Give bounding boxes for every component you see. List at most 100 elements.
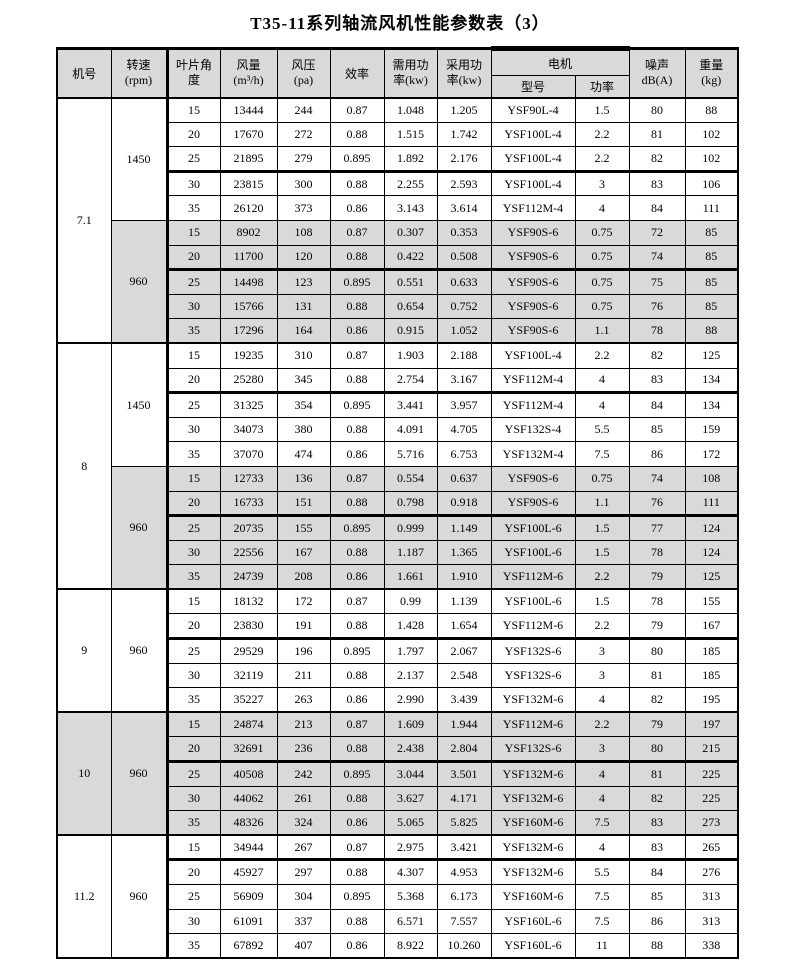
header-required-power-line1: 需用功 xyxy=(392,58,429,73)
cell-noise: 78 xyxy=(628,588,686,615)
cell-airflow: 32691 xyxy=(219,736,278,764)
cell-motor-power: 3 xyxy=(574,638,630,664)
cell-motor-model: YSF112M-4 xyxy=(490,195,576,221)
table-row: 30 23815 300 0.88 2.255 2.593 YSF100L-4 3 83 106 xyxy=(57,170,739,197)
table-row: 20 23830 191 0.88 1.428 1.654 YSF112M-6 2.2 79 16… xyxy=(57,613,739,641)
cell-airflow: 18132 xyxy=(219,588,278,615)
cell-weight: 134 xyxy=(684,367,739,395)
cell-noise: 72 xyxy=(628,219,686,246)
table-row: 30 22556 167 0.88 1.187 1.365 YSF100L-6 1.5 78 12… xyxy=(57,539,739,566)
cell-motor-power: 0.75 xyxy=(574,269,630,295)
cell-weight: 85 xyxy=(684,293,739,320)
cell-airflow: 19235 xyxy=(219,342,278,369)
cell-noise: 86 xyxy=(628,908,686,935)
table-row: 11.2 960 15 34944 267 0.87 2.975 3.421 YSF132M-6… xyxy=(56,834,739,960)
cell-pressure: 208 xyxy=(276,564,331,591)
cell-efficiency: 0.88 xyxy=(329,785,385,812)
cell-required-power: 1.187 xyxy=(383,539,438,566)
cell-airflow: 44062 xyxy=(219,785,278,812)
cell-blade-angle: 30 xyxy=(165,170,221,197)
cell-efficiency: 0.87 xyxy=(329,219,385,246)
cell-airflow: 31325 xyxy=(219,392,278,418)
cell-blade-angle: 25 xyxy=(165,638,221,664)
cell-weight: 125 xyxy=(684,342,739,369)
cell-weight: 155 xyxy=(684,588,739,615)
page-title: T35-11系列轴流风机性能参数表（3） xyxy=(250,14,550,33)
cell-adopted-power: 0.918 xyxy=(436,490,492,518)
cell-pressure: 123 xyxy=(276,269,331,295)
cell-weight: 106 xyxy=(684,170,739,197)
cell-required-power: 1.661 xyxy=(383,564,438,591)
cell-weight: 273 xyxy=(684,810,739,837)
cell-weight: 108 xyxy=(684,465,739,492)
cell-efficiency: 0.895 xyxy=(329,392,385,418)
cell-motor-power: 3 xyxy=(574,736,630,764)
cell-airflow: 67892 xyxy=(219,933,278,960)
cell-airflow: 8902 xyxy=(219,219,278,246)
cell-required-power: 2.255 xyxy=(383,170,438,197)
cell-noise: 85 xyxy=(628,416,686,443)
cell-pressure: 373 xyxy=(276,195,331,221)
cell-efficiency: 0.88 xyxy=(329,490,385,518)
cell-adopted-power: 0.637 xyxy=(436,465,492,492)
cell-efficiency: 0.87 xyxy=(329,342,385,369)
cell-noise: 81 xyxy=(628,761,686,787)
cell-motor-power: 4 xyxy=(574,367,630,395)
cell-required-power: 1.048 xyxy=(383,97,438,123)
cell-weight: 111 xyxy=(684,195,739,221)
cell-pressure: 191 xyxy=(276,613,331,641)
cell-required-power: 0.307 xyxy=(383,219,438,246)
cell-required-power: 0.422 xyxy=(383,244,438,272)
cell-blade-angle: 35 xyxy=(165,195,221,221)
cell-motor-power: 7.5 xyxy=(574,810,630,837)
table-row: 20 16733 151 0.88 0.798 0.918 YSF90S-6 1.1 76 111 xyxy=(57,490,739,518)
cell-weight: 159 xyxy=(684,416,739,443)
cell-required-power: 1.515 xyxy=(383,121,438,148)
cell-motor-model: YSF100L-6 xyxy=(490,588,576,615)
header-blade-angle: 叶片角 度 xyxy=(165,48,221,99)
cell-motor-power: 7.5 xyxy=(574,441,630,467)
cell-required-power: 1.609 xyxy=(383,711,438,738)
cell-motor-power: 2.2 xyxy=(574,146,630,173)
cell-motor-model: YSF132M-4 xyxy=(490,441,576,467)
machine-no-cell: 10 xyxy=(56,711,112,837)
table-row: 8 1450 15 19235 310 0.87 1.903 2.188 YSF100L-4 2.… xyxy=(56,342,739,591)
cell-noise: 80 xyxy=(628,97,686,123)
header-required-power: 需用功 率(kw) xyxy=(383,48,438,99)
speed-cell: 960 xyxy=(110,219,168,345)
cell-airflow: 34944 xyxy=(219,834,278,862)
cell-adopted-power: 2.067 xyxy=(436,638,492,664)
cell-motor-model: YSF90S-6 xyxy=(490,219,576,246)
cell-adopted-power: 2.188 xyxy=(436,342,492,369)
cell-pressure: 354 xyxy=(276,392,331,418)
cell-motor-model: YSF160M-6 xyxy=(490,810,576,837)
cell-blade-angle: 20 xyxy=(165,490,221,518)
cell-airflow: 61091 xyxy=(219,908,278,935)
speed-cell: 1450 xyxy=(110,97,168,221)
cell-blade-angle: 25 xyxy=(165,392,221,418)
table-row: 25 20735 155 0.895 0.999 1.149 YSF100L-6 1.5 77 1… xyxy=(57,515,739,541)
cell-weight: 185 xyxy=(684,662,739,689)
cell-adopted-power: 3.421 xyxy=(436,834,492,862)
cell-blade-angle: 15 xyxy=(165,465,221,492)
header-motor: 电机 xyxy=(490,46,630,76)
cell-required-power: 1.892 xyxy=(383,146,438,173)
cell-weight: 124 xyxy=(684,515,739,541)
cell-pressure: 108 xyxy=(276,219,331,246)
table-row: 7.1 1450 15 13444 244 0.87 1.048 1.205 YSF90L-4 1… xyxy=(56,97,739,345)
cell-required-power: 1.797 xyxy=(383,638,438,664)
cell-required-power: 5.368 xyxy=(383,884,438,910)
cell-required-power: 3.441 xyxy=(383,392,438,418)
cell-weight: 276 xyxy=(684,859,739,885)
cell-adopted-power: 1.654 xyxy=(436,613,492,641)
cell-weight: 85 xyxy=(684,219,739,246)
header-machine-no: 机号 xyxy=(56,48,112,99)
cell-pressure: 242 xyxy=(276,761,331,787)
cell-blade-angle: 15 xyxy=(165,97,221,123)
cell-blade-angle: 30 xyxy=(165,785,221,812)
cell-required-power: 0.999 xyxy=(383,515,438,541)
cell-motor-power: 1.5 xyxy=(574,97,630,123)
cell-airflow: 11700 xyxy=(219,244,278,272)
cell-pressure: 164 xyxy=(276,318,331,345)
